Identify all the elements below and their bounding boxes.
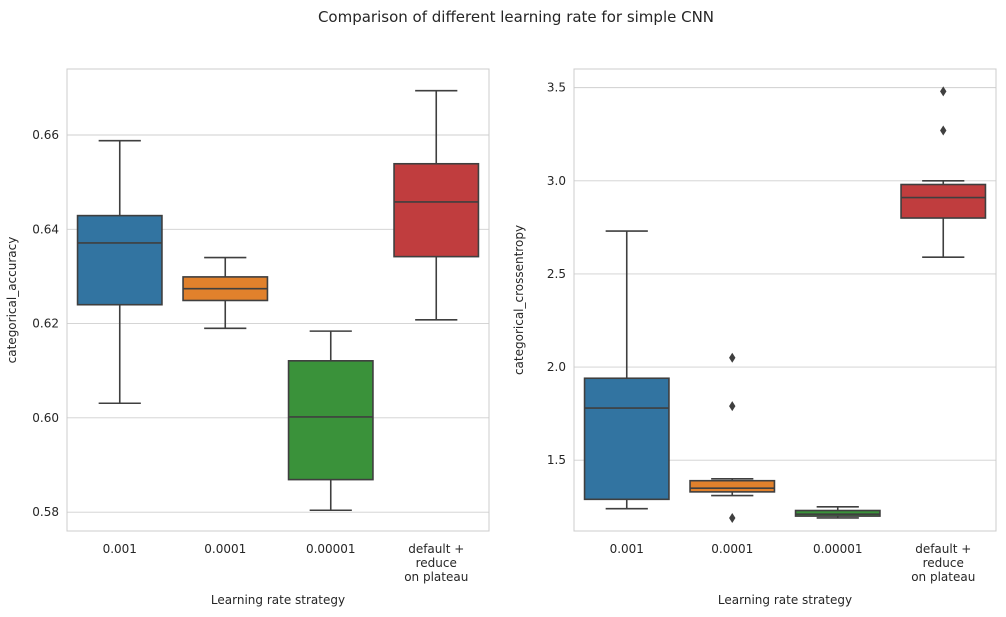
outlier-point: [729, 401, 736, 412]
x-tick-label: default +: [915, 542, 971, 556]
box-body: [76, 214, 163, 306]
box-body: [287, 360, 374, 481]
x-tick-label: 0.00001: [306, 542, 356, 556]
box-3: [794, 505, 881, 519]
box-body: [393, 162, 480, 258]
box-1: [583, 230, 670, 510]
x-tick-label: 0.00001: [813, 542, 863, 556]
y-tick-label: 2.5: [547, 267, 566, 281]
outlier-point: [940, 125, 947, 136]
chart-panel-1: 0.58 0.60 0.62 0.64 0.66 0.001 0.0001 0.00001 de…: [5, 68, 490, 607]
box-3: [287, 330, 374, 512]
plot-frame: [66, 68, 490, 532]
outlier-point: [729, 512, 736, 523]
y-axis-label: categorical_accuracy: [5, 237, 19, 364]
y-tick-label: 0.62: [32, 317, 59, 331]
x-tick-label: on plateau: [404, 570, 468, 584]
y-tick-label: 0.58: [32, 505, 59, 519]
box-2: [689, 352, 776, 523]
figure-title: Comparison of different learning rate fo…: [318, 8, 714, 26]
box-1: [76, 139, 163, 405]
y-tick-label: 3.0: [547, 174, 566, 188]
x-tick-label: 0.0001: [711, 542, 753, 556]
x-tick-label: on plateau: [911, 570, 975, 584]
box-4: [393, 89, 480, 321]
box-2: [182, 256, 269, 330]
outlier-point: [729, 352, 736, 363]
y-tick-label: 2.0: [547, 360, 566, 374]
box-body: [583, 377, 670, 501]
y-tick-label: 0.64: [32, 222, 59, 236]
x-tick-label: 0.001: [610, 542, 644, 556]
x-axis-label: Learning rate strategy: [211, 593, 345, 607]
outlier-point: [940, 86, 947, 97]
y-tick-label: 0.66: [32, 128, 59, 142]
x-tick-label: default +: [408, 542, 464, 556]
chart-panel-2: 1.5 2.0 2.5 3.0 3.5 0.001 0.0001 0.00001 default…: [512, 68, 997, 607]
y-axis-label: categorical_crossentropy: [512, 225, 526, 375]
box-4: [900, 86, 987, 258]
y-tick-label: 3.5: [547, 81, 566, 95]
box-body: [689, 479, 776, 493]
x-tick-label: reduce: [923, 556, 964, 570]
plot-frame: [573, 68, 997, 532]
x-tick-label: 0.001: [103, 542, 137, 556]
y-tick-label: 1.5: [547, 453, 566, 467]
x-axis-label: Learning rate strategy: [718, 593, 852, 607]
y-tick-label: 0.60: [32, 411, 59, 425]
box-body: [794, 509, 881, 517]
x-tick-label: 0.0001: [204, 542, 246, 556]
x-tick-label: reduce: [416, 556, 457, 570]
box-body: [900, 183, 987, 219]
